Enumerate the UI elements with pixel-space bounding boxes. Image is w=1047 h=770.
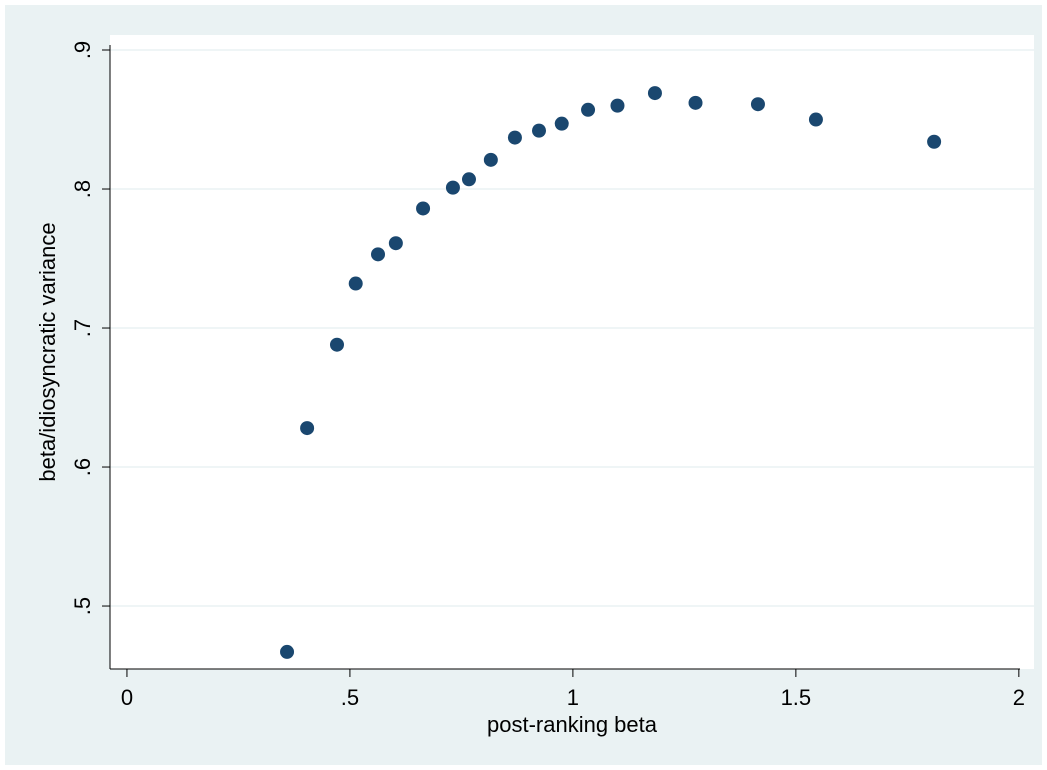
x-tick-label: .5 <box>341 685 359 710</box>
point <box>581 102 596 117</box>
y-tick-label: .6 <box>70 458 95 476</box>
point <box>554 116 569 131</box>
point <box>610 98 625 113</box>
point <box>507 130 522 145</box>
y-axis-title: beta/idiosyncratic variance <box>35 222 60 481</box>
point <box>750 97 765 112</box>
point <box>647 86 662 101</box>
x-tick-label: 2 <box>1013 685 1025 710</box>
plot-area <box>110 35 1034 669</box>
y-tick-label: .9 <box>70 41 95 59</box>
point <box>445 180 460 195</box>
point <box>688 95 703 110</box>
x-tick-label: 0 <box>121 685 133 710</box>
point <box>371 247 386 262</box>
point <box>329 337 344 352</box>
x-tick-label: 1.5 <box>781 685 812 710</box>
point <box>927 134 942 149</box>
y-tick-label: .7 <box>70 319 95 337</box>
point <box>416 201 431 216</box>
point <box>388 236 403 251</box>
point <box>483 152 498 167</box>
point <box>808 112 823 127</box>
point <box>461 172 476 187</box>
point <box>532 123 546 138</box>
y-tick-label: .8 <box>70 180 95 198</box>
point <box>300 421 315 436</box>
point <box>280 644 295 659</box>
x-axis-title: post-ranking beta <box>487 712 658 737</box>
y-tick-label: .5 <box>70 597 95 615</box>
point <box>348 276 363 291</box>
x-tick-label: 1 <box>567 685 579 710</box>
